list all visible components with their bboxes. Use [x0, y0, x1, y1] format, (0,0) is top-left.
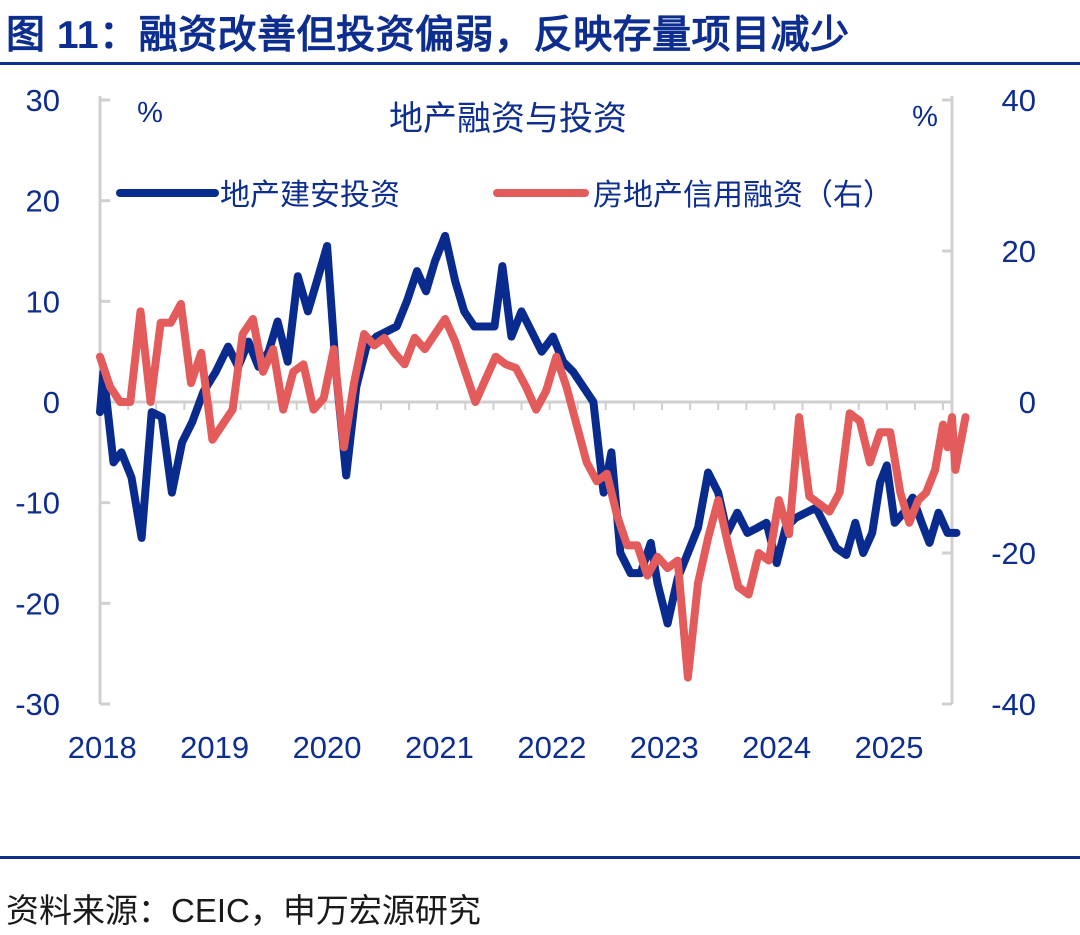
- right-tick-label: 0: [1019, 385, 1036, 420]
- left-tick-label: -30: [15, 687, 60, 722]
- x-tick-label: 2018: [68, 730, 137, 765]
- x-tick-label: 2025: [855, 730, 924, 765]
- chart-legend: 地产建安投资 房地产信用融资（右）: [116, 178, 893, 213]
- x-tick-label: 2021: [405, 730, 474, 765]
- right-tick-label: 40: [1002, 83, 1036, 118]
- left-tick-label: 20: [26, 184, 60, 219]
- left-tick-label: -20: [15, 586, 60, 621]
- chart-axes: 30 20 10 0 -10 -20 -30 40 20 0 -20 -40 2018 2019 2020 2…: [15, 83, 1036, 765]
- right-tick-label: 20: [1002, 234, 1036, 269]
- x-tick-label: 2023: [630, 730, 699, 765]
- left-tick-label: 10: [26, 284, 60, 319]
- right-tick-label: -40: [991, 687, 1036, 722]
- left-unit-label: %: [137, 97, 163, 129]
- chart-title: 地产融资与投资: [389, 99, 627, 139]
- x-tick-label: 2024: [742, 730, 811, 765]
- x-tick-label: 2020: [293, 730, 362, 765]
- footer-rule: [0, 856, 1080, 859]
- legend-label-series-2: 房地产信用融资（右）: [593, 178, 893, 213]
- series-line-1: [96, 231, 961, 628]
- left-tick-label: 0: [43, 385, 60, 420]
- right-tick-label: -20: [991, 536, 1036, 571]
- left-tick-label: 30: [26, 83, 60, 118]
- figure-title: 图 11：融资改善但投资偏弱，反映存量项目减少: [6, 14, 850, 57]
- legend-label-series-1: 地产建安投资: [220, 178, 400, 213]
- chart-series: [96, 231, 970, 682]
- source-note: 资料来源：CEIC，申万宏源研究: [6, 892, 481, 929]
- left-tick-label: -10: [15, 486, 60, 521]
- x-tick-label: 2022: [517, 730, 586, 765]
- x-tick-label: 2019: [180, 730, 249, 765]
- title-rule: [0, 62, 1080, 65]
- line-chart: 30 20 10 0 -10 -20 -30 40 20 0 -20 -40 2018 2019 2020 2…: [15, 83, 1036, 765]
- series-line-2: [96, 299, 970, 682]
- right-unit-label: %: [912, 101, 938, 133]
